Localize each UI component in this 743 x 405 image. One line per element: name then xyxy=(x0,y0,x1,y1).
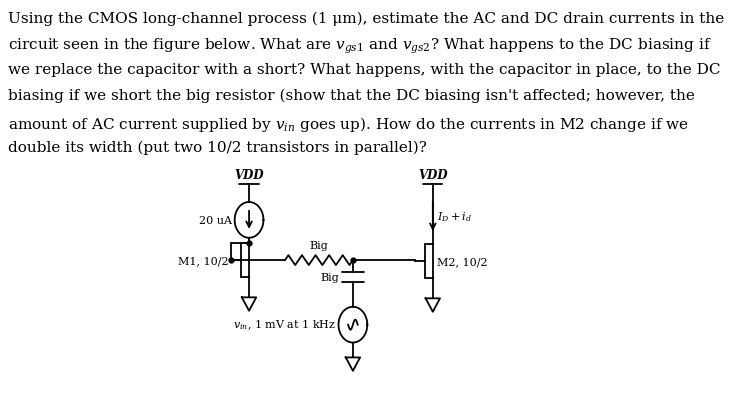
Text: $v_{in}$, 1 mV at 1 kHz: $v_{in}$, 1 mV at 1 kHz xyxy=(233,318,336,332)
Text: M2, 10/2: M2, 10/2 xyxy=(437,256,487,266)
Text: 20 uA: 20 uA xyxy=(199,215,233,225)
Text: VDD: VDD xyxy=(234,169,264,182)
Text: Big: Big xyxy=(320,272,340,282)
Text: amount of AC current supplied by $v_{in}$ goes up). How do the currents in M2 ch: amount of AC current supplied by $v_{in}… xyxy=(7,114,689,133)
Text: VDD: VDD xyxy=(418,169,447,182)
Text: double its width (put two 10/2 transistors in parallel)?: double its width (put two 10/2 transisto… xyxy=(7,140,426,154)
Text: circuit seen in the figure below. What are $v_{gs1}$ and $v_{gs2}$? What happens: circuit seen in the figure below. What a… xyxy=(7,37,712,56)
Text: $I_D+i_d$: $I_D+i_d$ xyxy=(437,210,472,224)
Text: M1, 10/2: M1, 10/2 xyxy=(178,256,229,265)
Text: Big: Big xyxy=(310,241,328,251)
Text: biasing if we short the big resistor (show that the DC biasing isn't affected; h: biasing if we short the big resistor (sh… xyxy=(7,89,695,103)
Text: Using the CMOS long-channel process (1 μm), estimate the AC and DC drain current: Using the CMOS long-channel process (1 μ… xyxy=(7,11,724,26)
Text: we replace the capacitor with a short? What happens, with the capacitor in place: we replace the capacitor with a short? W… xyxy=(7,63,720,77)
